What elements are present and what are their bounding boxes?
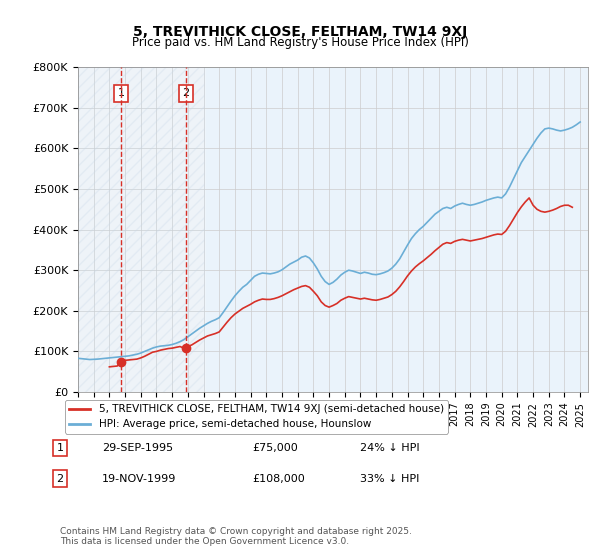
Text: 1: 1	[118, 88, 125, 98]
Text: Price paid vs. HM Land Registry's House Price Index (HPI): Price paid vs. HM Land Registry's House …	[131, 36, 469, 49]
Text: £75,000: £75,000	[252, 443, 298, 453]
Bar	[78, 67, 203, 392]
Text: 5, TREVITHICK CLOSE, FELTHAM, TW14 9XJ: 5, TREVITHICK CLOSE, FELTHAM, TW14 9XJ	[133, 25, 467, 39]
Legend: 5, TREVITHICK CLOSE, FELTHAM, TW14 9XJ (semi-detached house), HPI: Average price: 5, TREVITHICK CLOSE, FELTHAM, TW14 9XJ (…	[65, 400, 448, 433]
Text: 29-SEP-1995: 29-SEP-1995	[102, 443, 173, 453]
Text: 2: 2	[56, 474, 64, 484]
Text: 2: 2	[182, 88, 190, 98]
Text: 33% ↓ HPI: 33% ↓ HPI	[360, 474, 419, 484]
Text: £108,000: £108,000	[252, 474, 305, 484]
Text: 1: 1	[56, 443, 64, 453]
Bar	[78, 67, 203, 392]
Text: Contains HM Land Registry data © Crown copyright and database right 2025.
This d: Contains HM Land Registry data © Crown c…	[60, 526, 412, 546]
Text: 24% ↓ HPI: 24% ↓ HPI	[360, 443, 419, 453]
Text: 19-NOV-1999: 19-NOV-1999	[102, 474, 176, 484]
